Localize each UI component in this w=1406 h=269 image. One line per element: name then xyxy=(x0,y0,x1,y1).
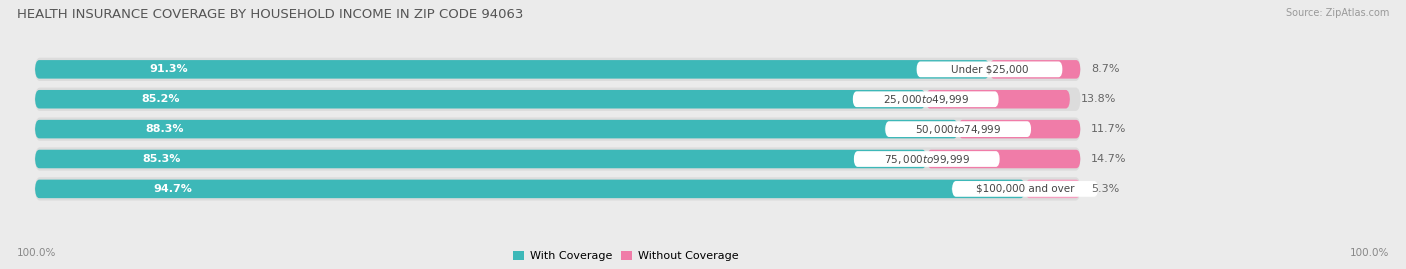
FancyBboxPatch shape xyxy=(1025,180,1080,198)
FancyBboxPatch shape xyxy=(35,180,1025,198)
Text: 91.3%: 91.3% xyxy=(149,64,188,74)
FancyBboxPatch shape xyxy=(927,150,1080,168)
Text: $75,000 to $99,999: $75,000 to $99,999 xyxy=(883,153,970,165)
Text: 94.7%: 94.7% xyxy=(153,184,193,194)
Text: Under $25,000: Under $25,000 xyxy=(950,64,1028,74)
FancyBboxPatch shape xyxy=(35,147,1080,171)
FancyBboxPatch shape xyxy=(917,62,1063,77)
FancyBboxPatch shape xyxy=(35,90,925,108)
Text: $50,000 to $74,999: $50,000 to $74,999 xyxy=(915,123,1001,136)
Text: 5.3%: 5.3% xyxy=(1091,184,1119,194)
FancyBboxPatch shape xyxy=(35,120,957,138)
Text: 85.2%: 85.2% xyxy=(142,94,180,104)
Text: 85.3%: 85.3% xyxy=(142,154,180,164)
FancyBboxPatch shape xyxy=(952,181,1098,197)
FancyBboxPatch shape xyxy=(925,90,1070,108)
FancyBboxPatch shape xyxy=(35,58,1080,81)
Text: 14.7%: 14.7% xyxy=(1091,154,1126,164)
FancyBboxPatch shape xyxy=(35,150,927,168)
Legend: With Coverage, Without Coverage: With Coverage, Without Coverage xyxy=(509,246,742,266)
FancyBboxPatch shape xyxy=(35,88,1080,111)
Text: 11.7%: 11.7% xyxy=(1091,124,1126,134)
Text: 100.0%: 100.0% xyxy=(1350,248,1389,258)
FancyBboxPatch shape xyxy=(35,60,990,79)
FancyBboxPatch shape xyxy=(884,121,1032,137)
Text: 100.0%: 100.0% xyxy=(17,248,56,258)
Text: 13.8%: 13.8% xyxy=(1080,94,1116,104)
FancyBboxPatch shape xyxy=(35,118,1080,141)
Text: 8.7%: 8.7% xyxy=(1091,64,1119,74)
FancyBboxPatch shape xyxy=(35,177,1080,201)
FancyBboxPatch shape xyxy=(990,60,1080,79)
FancyBboxPatch shape xyxy=(852,91,998,107)
Text: $100,000 and over: $100,000 and over xyxy=(976,184,1074,194)
Text: HEALTH INSURANCE COVERAGE BY HOUSEHOLD INCOME IN ZIP CODE 94063: HEALTH INSURANCE COVERAGE BY HOUSEHOLD I… xyxy=(17,8,523,21)
Text: $25,000 to $49,999: $25,000 to $49,999 xyxy=(883,93,969,106)
Text: 88.3%: 88.3% xyxy=(146,124,184,134)
FancyBboxPatch shape xyxy=(957,120,1080,138)
FancyBboxPatch shape xyxy=(853,151,1000,167)
Text: Source: ZipAtlas.com: Source: ZipAtlas.com xyxy=(1285,8,1389,18)
